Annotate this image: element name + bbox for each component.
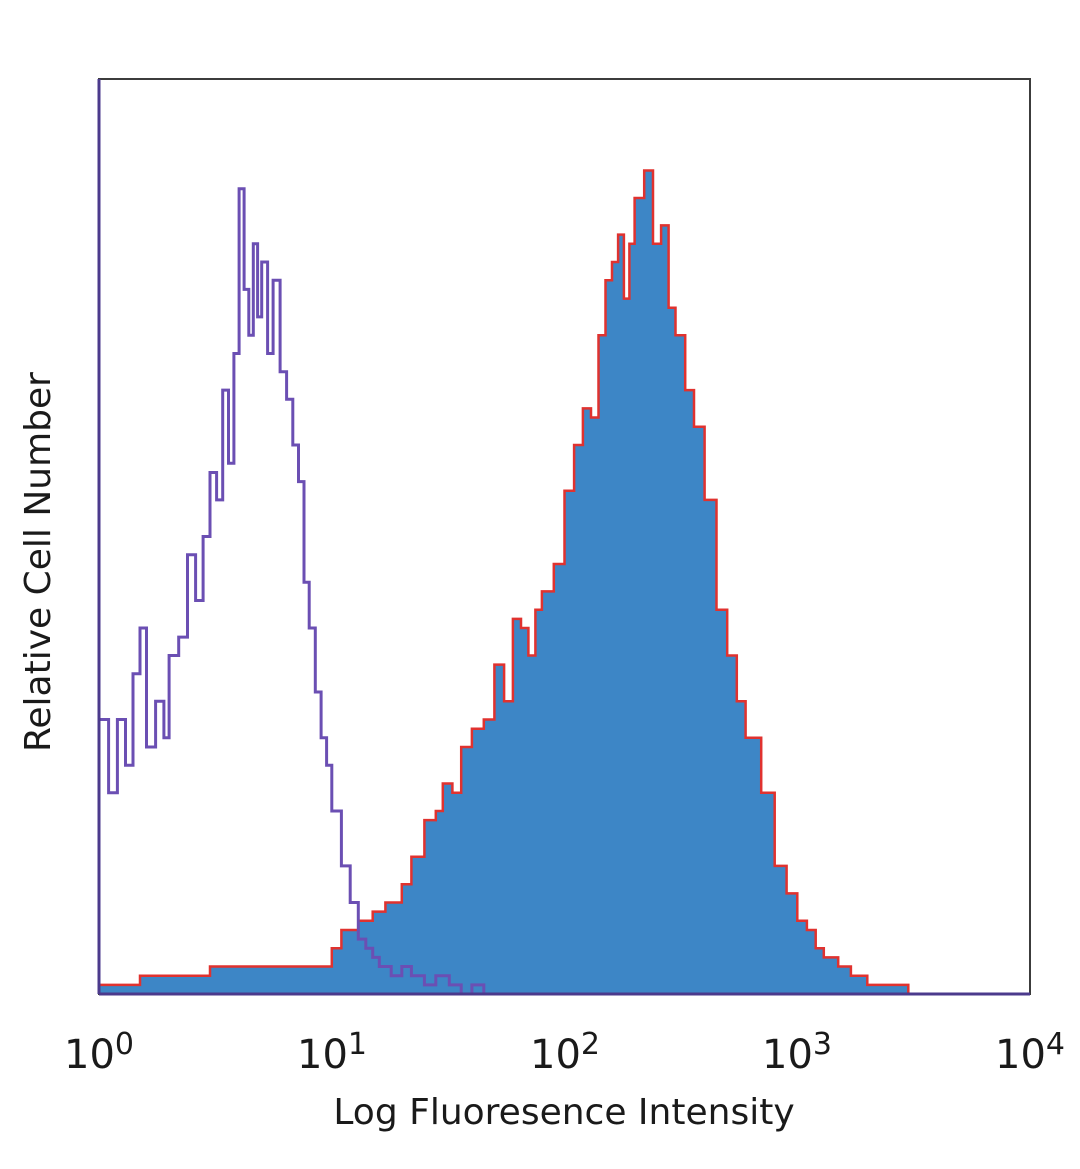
y-axis-title: Relative Cell Number	[18, 372, 59, 752]
x-tick-label-1: 101	[297, 1027, 367, 1078]
x-axis-title: Log Fluoresence Intensity	[333, 1092, 794, 1133]
plot-area	[97, 78, 1031, 996]
positive-stained-histogram-outline	[99, 169, 942, 996]
positive-stained-histogram-fill	[99, 170, 942, 994]
x-tick-label-2: 102	[530, 1027, 600, 1078]
x-tick-label-4: 104	[995, 1027, 1065, 1078]
x-tick-labels: 100 101 102 103 104	[64, 1027, 1065, 1078]
x-tick-label-0: 100	[64, 1027, 134, 1078]
isotype-control-histogram	[99, 187, 488, 996]
x-tick-label-3: 103	[762, 1027, 832, 1078]
